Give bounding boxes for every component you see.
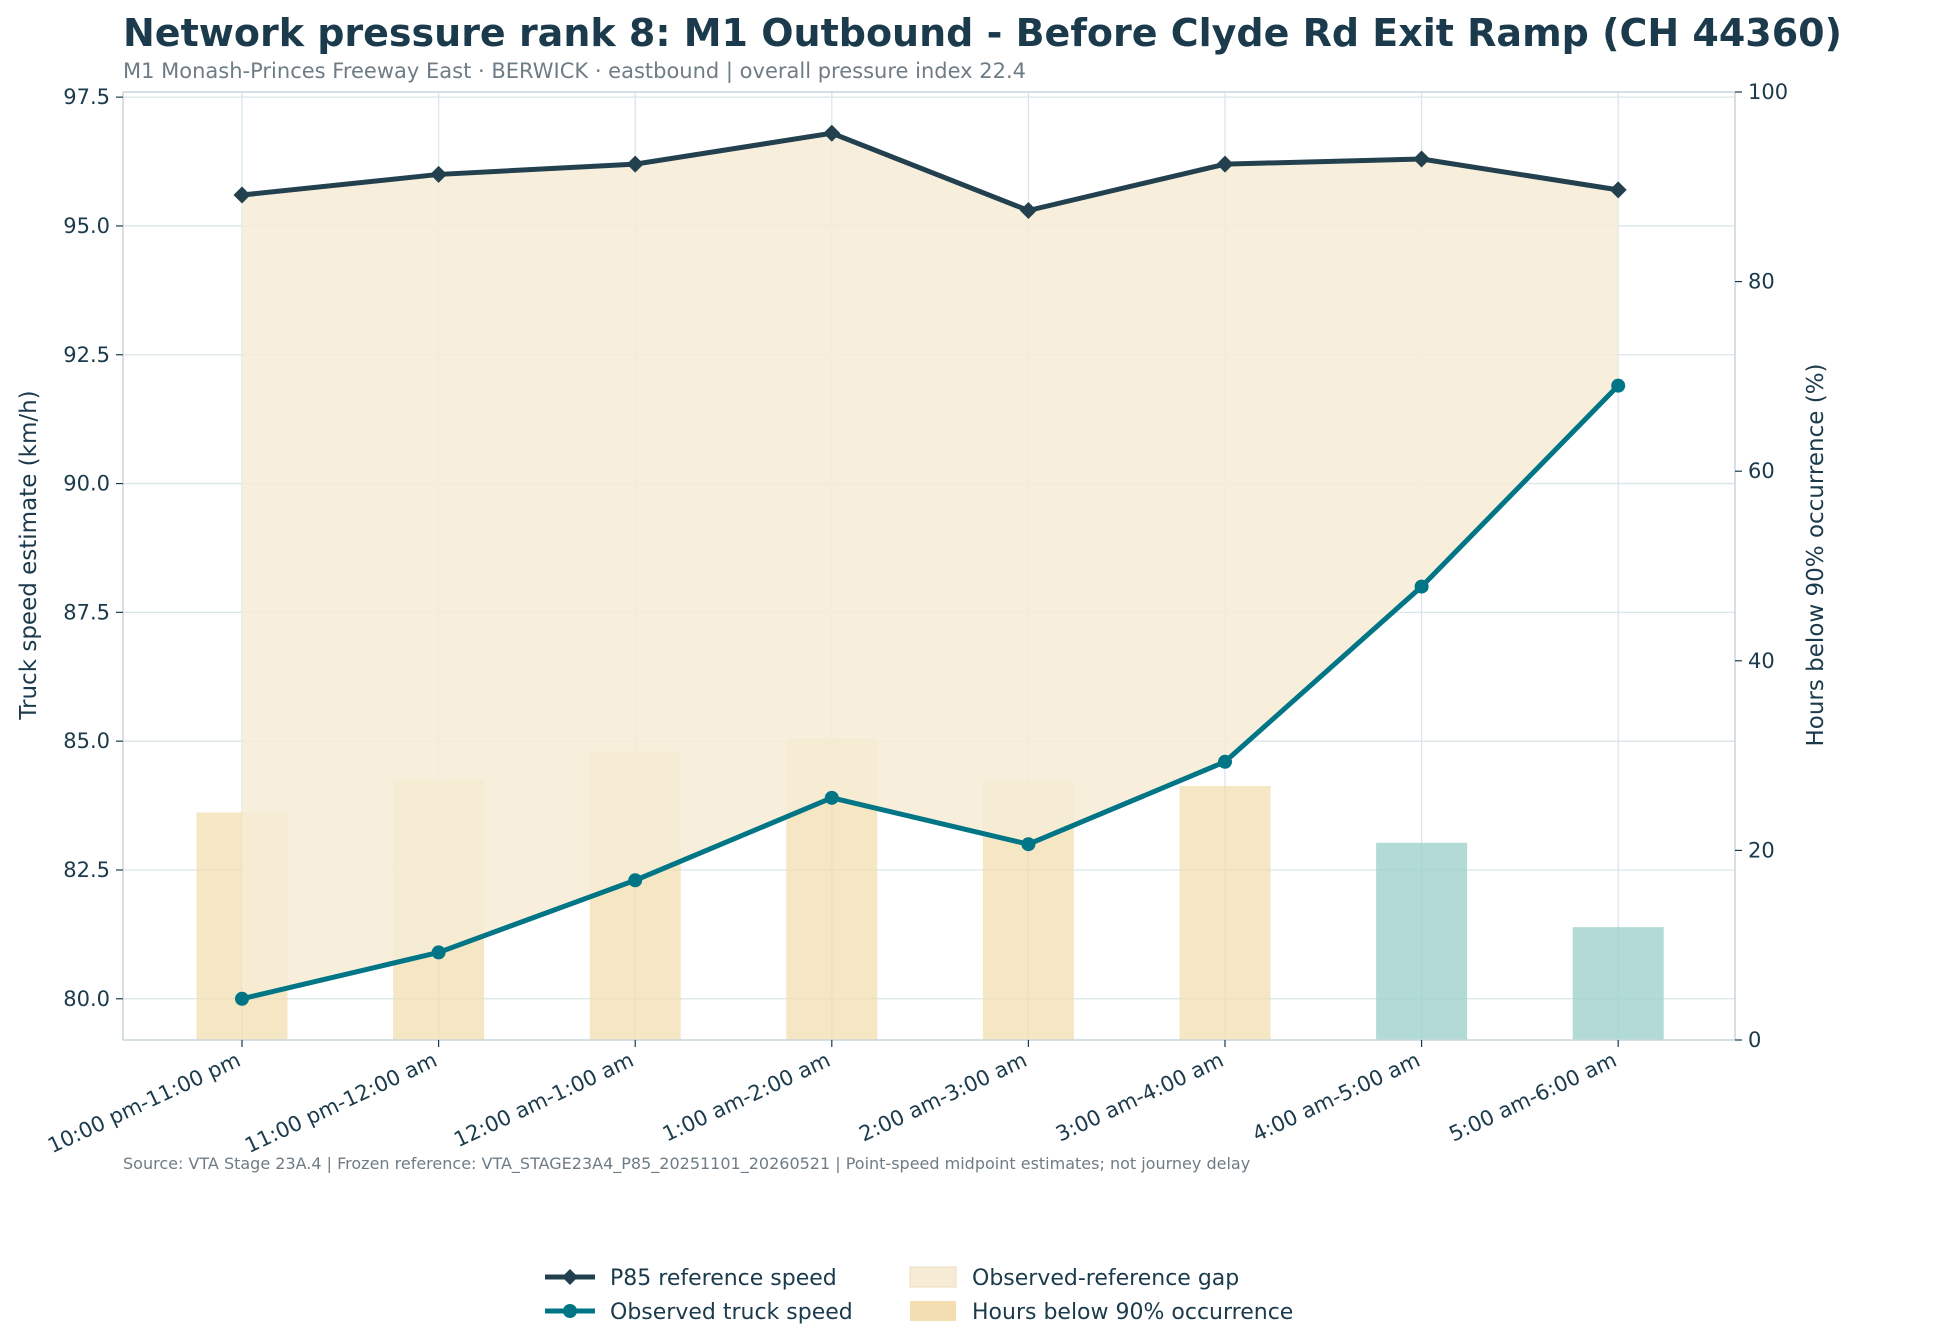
y2-tick-label: 20 [1748,838,1775,862]
reference-point [823,124,841,142]
observed-point [628,873,643,888]
x-tick-label: 1:00 am-2:00 am [659,1048,834,1147]
y-tick-label: 80.0 [63,987,110,1011]
observed-point [1414,579,1429,594]
chart-subtitle: M1 Monash-Princes Freeway East · BERWICK… [123,59,1026,84]
reference-line [241,130,1619,213]
reference-point [1609,181,1627,199]
x-tick-label: 5:00 am-6:00 am [1445,1048,1620,1147]
y2-tick-label: 80 [1748,270,1775,294]
legend-label: P85 reference speed [610,1266,837,1291]
plot-area: 80.0 82.5 85.0 87.5 90.0 92.5 95.0 97.5 0 20 40 60 8… [44,80,1788,1158]
legend-label: Observed truck speed [610,1300,853,1325]
legend-gap-swatch [909,1266,957,1288]
y2-tick-label: 40 [1748,649,1775,673]
y-tick-label: 85.0 [63,729,110,753]
legend-label: Hours below 90% occurrence [972,1300,1293,1325]
y2-tick-label: 0 [1748,1028,1761,1052]
observed-point [824,790,839,805]
y-tick-label: 87.5 [63,600,110,624]
legend-label: Observed-reference gap [972,1266,1239,1291]
reference-point [1216,155,1234,173]
reference-point [1019,202,1037,219]
observed-point [1218,754,1232,769]
observed-point [431,945,446,960]
reference-point [1413,150,1431,168]
legend: P85 reference speed Observed truck speed O… [545,1266,1293,1325]
reference-point [233,186,251,204]
chart-title: Network pressure rank 8: M1 Outbound - B… [123,11,1842,55]
bar [1572,927,1664,1040]
reference-point [430,165,448,183]
gap-area [242,133,1619,999]
legend-observed-marker [563,1304,577,1318]
observed-point [1611,378,1626,393]
y-tick-label: 92.5 [63,343,110,367]
y-tick-label: 90.0 [63,472,110,496]
x-tick-label: 11:00 pm-12:00 am [241,1048,441,1158]
y2-tick-label: 60 [1748,459,1775,483]
y-tick-label: 82.5 [63,858,110,882]
x-tick-label: 4:00 am-5:00 am [1249,1048,1424,1147]
observed-point [1021,837,1036,852]
y2-axis-label: Hours below 90% occurrence (%) [1803,363,1829,746]
y-tick-label: 97.5 [63,85,110,109]
bar [1179,785,1271,1040]
legend-reference-marker [562,1269,578,1285]
observed-point [235,991,249,1006]
x-tick-label: 10:00 pm-11:00 pm [44,1048,244,1158]
bar [1376,842,1468,1040]
x-tick-label: 2:00 am-3:00 am [856,1048,1031,1147]
x-tick-label: 12:00 am-1:00 am [450,1048,637,1152]
y-tick-label: 95.0 [63,214,110,238]
observed-line [241,383,1620,1002]
source-note: Source: VTA Stage 23A.4 | Frozen referen… [123,1154,1250,1174]
x-tick-label: 3:00 am-4:00 am [1052,1048,1227,1147]
legend-bars-swatch [910,1301,956,1321]
y-axis-label: Truck speed estimate (km/h) [16,390,42,720]
y2-tick-label: 100 [1748,80,1788,104]
reference-point [626,155,644,173]
